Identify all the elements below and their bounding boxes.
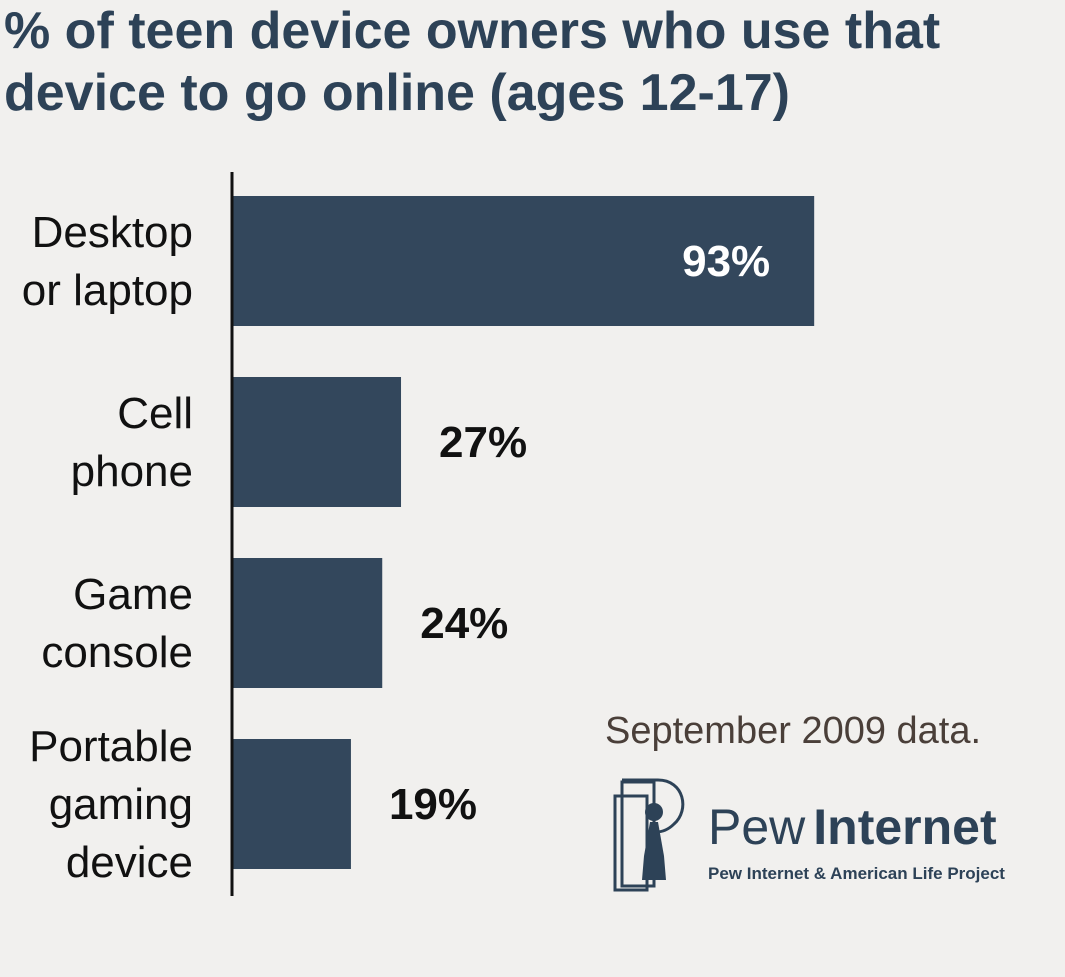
category-label: Portable (29, 722, 193, 771)
category-label: device (66, 838, 193, 887)
bar-value-label: 24% (420, 599, 508, 648)
bar-2 (232, 558, 383, 688)
logo-word-internet: Internet (813, 799, 997, 855)
category-label: or laptop (22, 266, 193, 315)
bar-value-label: 19% (389, 780, 477, 829)
bar-3 (232, 739, 351, 869)
category-label: Game (73, 570, 193, 619)
bar-0 (232, 196, 815, 326)
bar-1 (232, 377, 402, 507)
logo-subtitle: Pew Internet & American Life Project (708, 864, 1005, 883)
logo-word-pew: Pew (708, 799, 806, 855)
pew-internet-logo: Pew Internet Pew Internet & American Life… (612, 776, 1022, 894)
bars-layer (232, 196, 815, 869)
chart-title: % of teen device owners who use that dev… (4, 2, 941, 122)
bar-value-label: 93% (682, 237, 770, 286)
bar-value-label: 27% (439, 418, 527, 467)
category-label: phone (71, 447, 193, 496)
category-label: gaming (49, 780, 193, 829)
category-label: Desktop (32, 208, 193, 257)
labels-layer: 93% Desktop or laptop 27% Cell phone 24% Game co… (22, 208, 770, 887)
logo-wordmark: Pew Internet (708, 798, 997, 856)
category-label: Cell (117, 389, 193, 438)
category-label: console (41, 628, 193, 677)
data-date-note: September 2009 data. (605, 710, 982, 752)
pew-logo-mark-icon (613, 778, 685, 892)
